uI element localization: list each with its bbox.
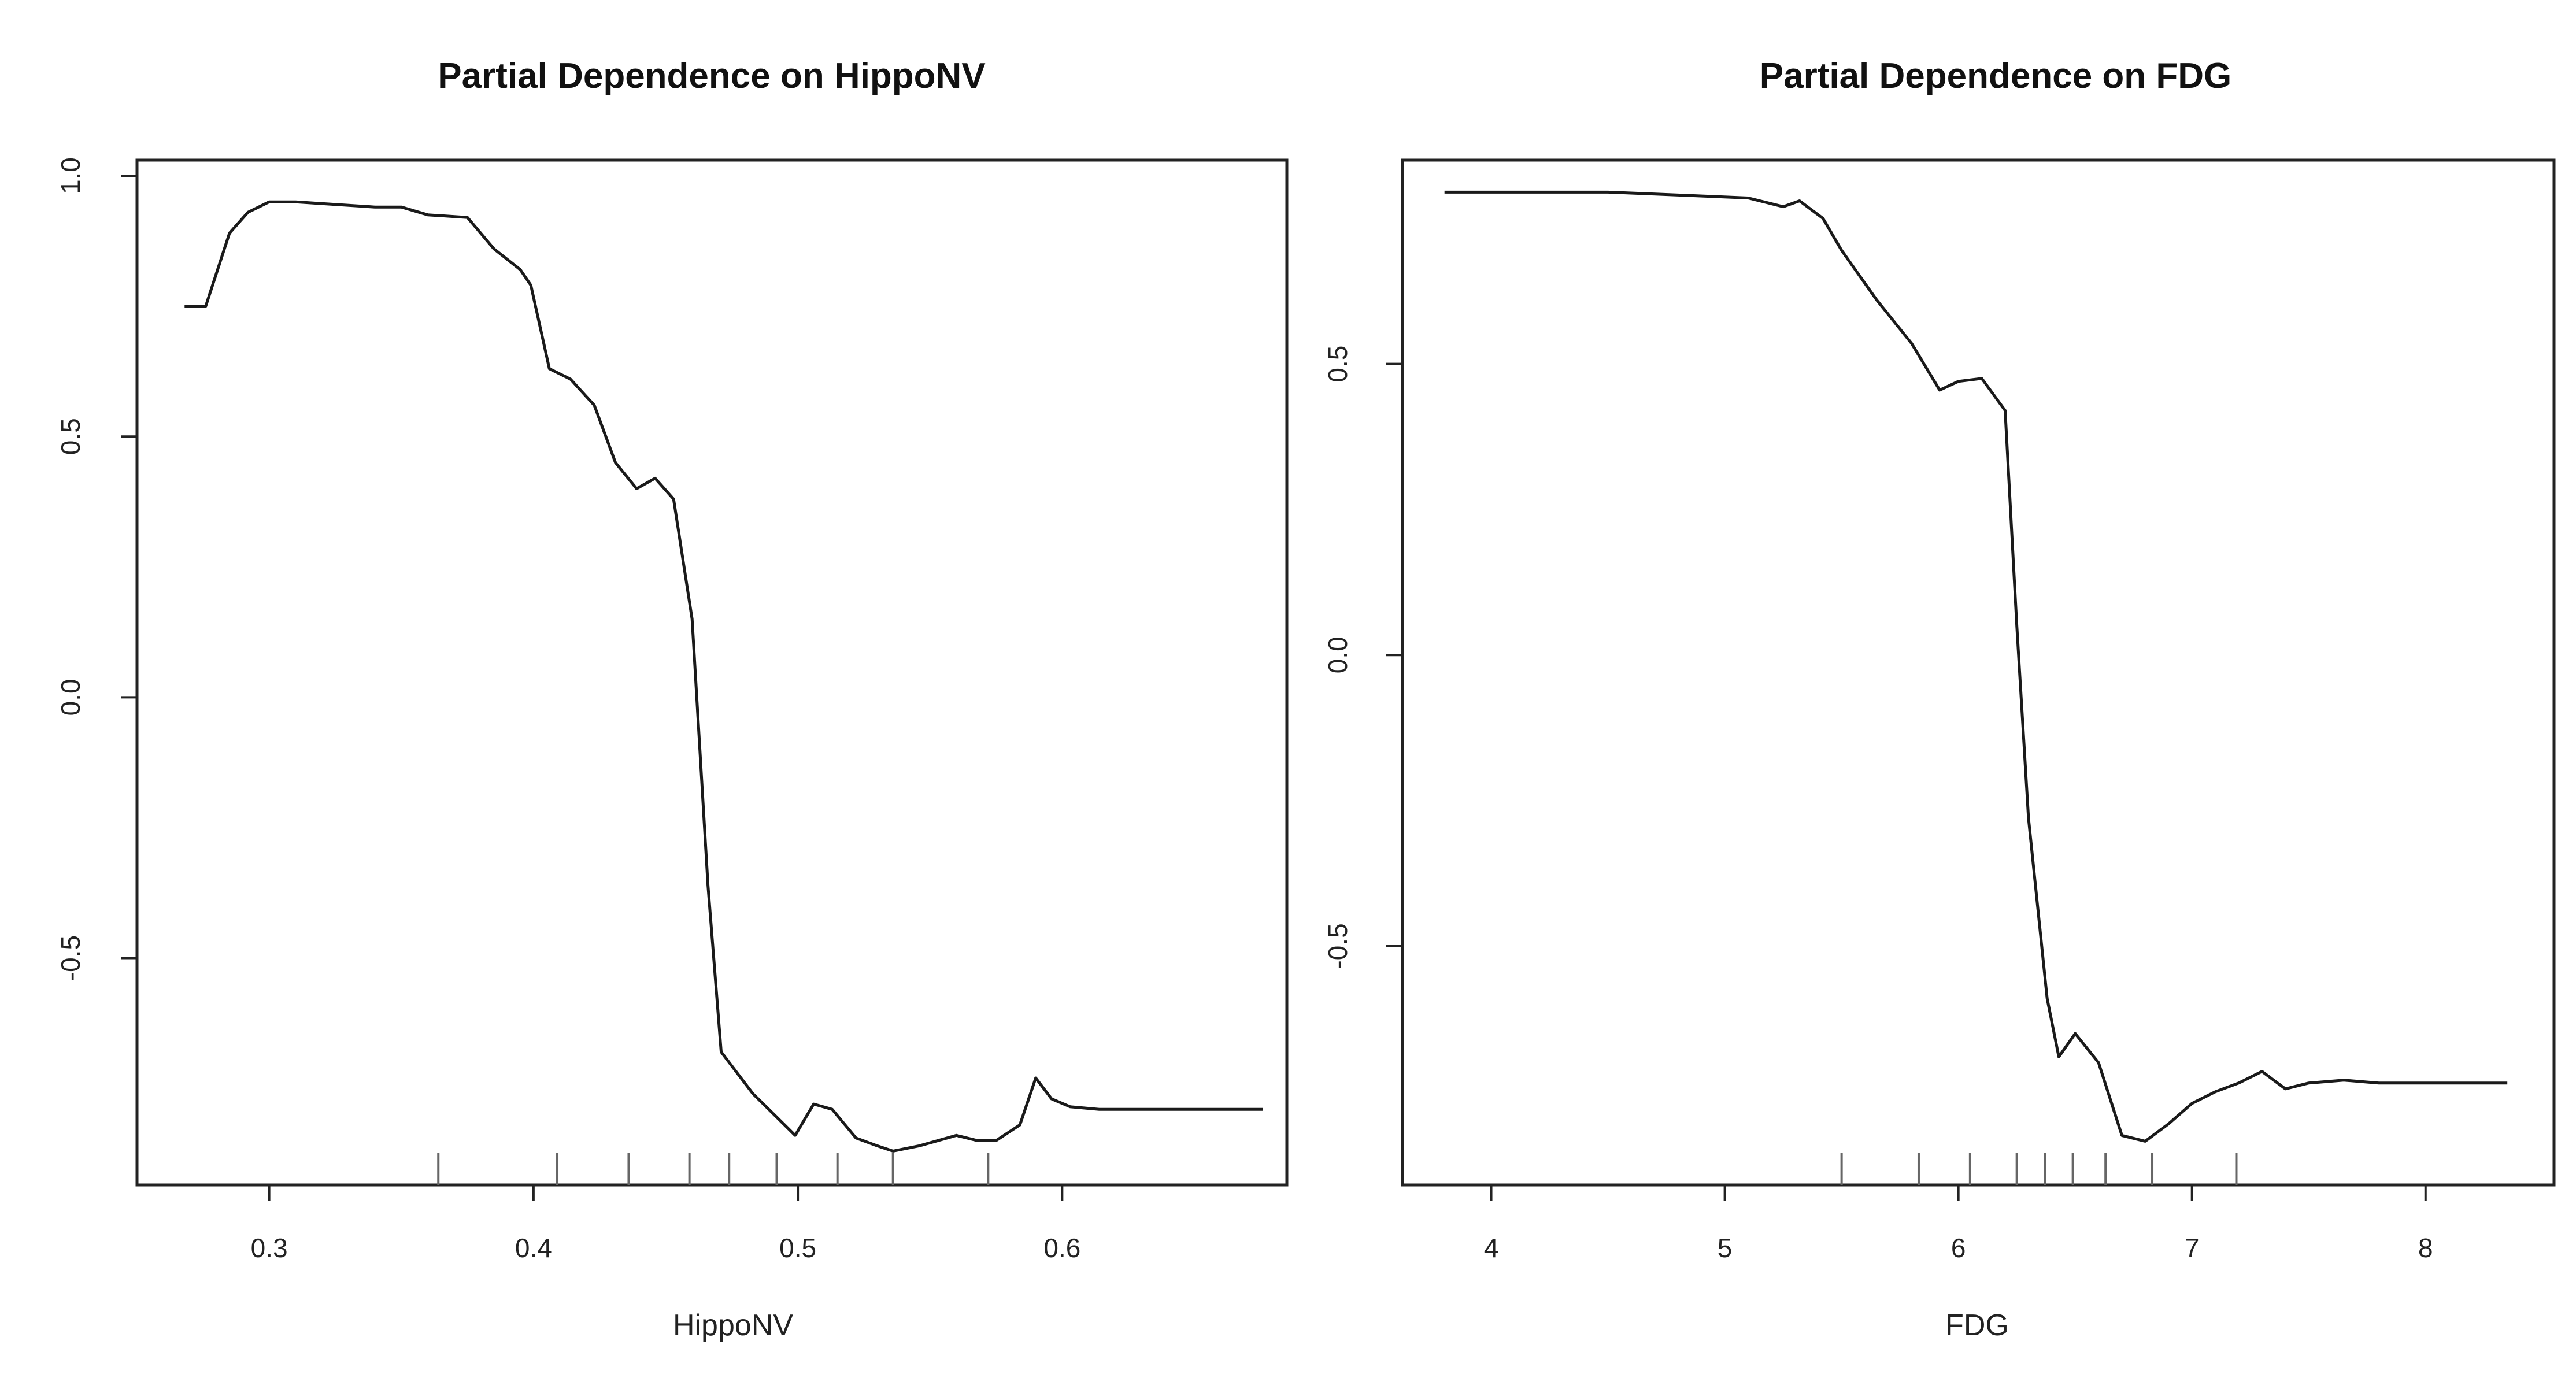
- chart-title: Partial Dependence on FDG: [1760, 56, 2232, 96]
- x-axis: 0.3 0.4 0.5 0.6: [251, 1185, 1080, 1263]
- y-tick-label: 0.5: [55, 418, 86, 455]
- y-axis: -0.5 0.0 0.5: [1323, 346, 1402, 969]
- x-tick-label: 8: [2418, 1233, 2433, 1263]
- chart-title: Partial Dependence on HippoNV: [438, 56, 985, 96]
- y-tick-label: -0.5: [55, 935, 86, 981]
- y-tick-label: -0.5: [1323, 923, 1353, 969]
- series-line: [184, 200, 1263, 1153]
- panel-hipponv: Partial Dependence on HippoNV -0.5 0.0 0.5…: [55, 56, 1289, 1342]
- x-tick-label: 5: [1718, 1233, 1733, 1263]
- y-tick-label: 0.5: [1323, 346, 1353, 383]
- rug: [1840, 1153, 2238, 1185]
- x-axis: 4 5 6 7 8: [1484, 1185, 2433, 1263]
- y-tick-label: 0.0: [55, 679, 86, 716]
- x-tick-label: 0.6: [1043, 1233, 1080, 1263]
- rug: [437, 1153, 990, 1185]
- x-tick-label: 0.4: [515, 1233, 552, 1263]
- panel-fdg: Partial Dependence on FDG -0.5 0.0 0.5 4 5 6…: [1323, 56, 2556, 1342]
- x-tick-label: 4: [1484, 1233, 1499, 1263]
- x-tick-label: 0.5: [779, 1233, 816, 1263]
- plot-frame: [135, 158, 1289, 1187]
- x-tick-label: 6: [1951, 1233, 1966, 1263]
- y-tick-label: 1.0: [55, 157, 86, 194]
- x-axis-label: HippoNV: [673, 1309, 793, 1342]
- x-tick-label: 7: [2185, 1233, 2200, 1263]
- y-tick-label: 0.0: [1323, 636, 1353, 673]
- series-line: [1444, 190, 2508, 1143]
- x-axis-label: FDG: [1945, 1309, 2009, 1342]
- y-axis: -0.5 0.0 0.5 1.0: [55, 157, 137, 981]
- x-tick-label: 0.3: [251, 1233, 288, 1263]
- plot-frame: [1401, 158, 2556, 1187]
